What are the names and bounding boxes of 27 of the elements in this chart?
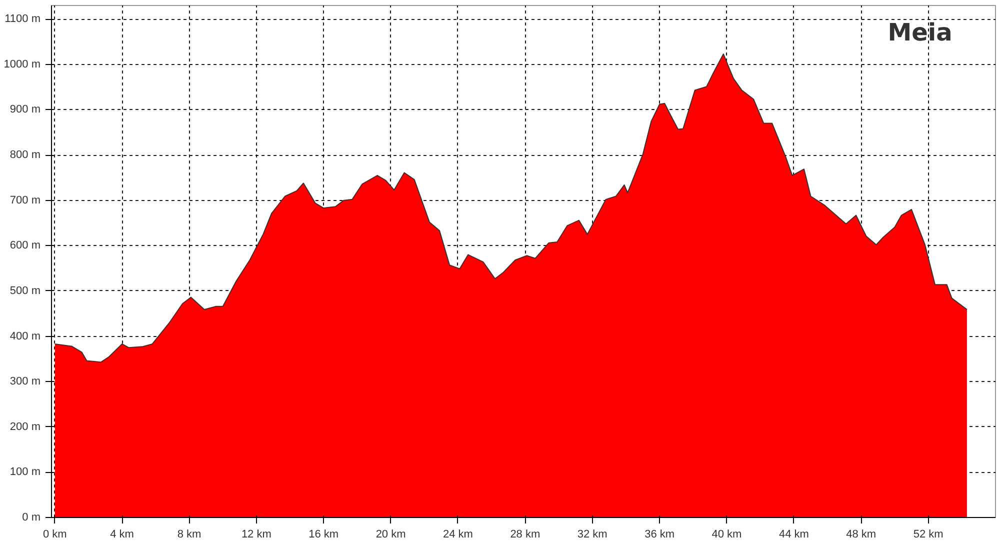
y-tick-label: 1100 m bbox=[4, 13, 40, 26]
x-tick-label: 20 km bbox=[376, 528, 406, 540]
y-tick-label: 400 m bbox=[10, 330, 41, 342]
y-tick-label: 200 m bbox=[10, 420, 41, 433]
y-tick-label: 100 m bbox=[10, 466, 41, 478]
x-tick-label: 32 km bbox=[577, 528, 608, 540]
y-tick-label: 800 m bbox=[10, 149, 41, 162]
y-tick-label: 900 m bbox=[10, 104, 41, 116]
x-tick-label: 40 km bbox=[712, 528, 742, 540]
y-tick-label: 700 m bbox=[10, 194, 41, 206]
text: Meia bbox=[888, 18, 952, 46]
x-tick-label: 12 km bbox=[241, 528, 272, 540]
x-tick-label: 0 km bbox=[42, 528, 67, 540]
y-tick-label: 600 m bbox=[10, 240, 41, 252]
x-tick-label: 36 km bbox=[644, 528, 675, 540]
x-tick-label: 16 km bbox=[308, 528, 339, 540]
y-tick-label: 300 m bbox=[10, 376, 41, 388]
y-tick-label: 500 m bbox=[10, 284, 41, 297]
y-tick-label: 0 m bbox=[22, 512, 41, 524]
x-tick-label: 24 km bbox=[443, 528, 473, 540]
x-tick-label: 4 km bbox=[110, 528, 134, 540]
x-tick-label: 48 km bbox=[846, 528, 876, 540]
x-tick-label: 52 km bbox=[913, 528, 944, 540]
x-tick-label: 44 km bbox=[778, 528, 809, 540]
x-tick-label: 8 km bbox=[177, 528, 202, 540]
y-tick-label: 1000 m bbox=[4, 58, 41, 70]
x-tick-label: 28 km bbox=[510, 528, 540, 540]
